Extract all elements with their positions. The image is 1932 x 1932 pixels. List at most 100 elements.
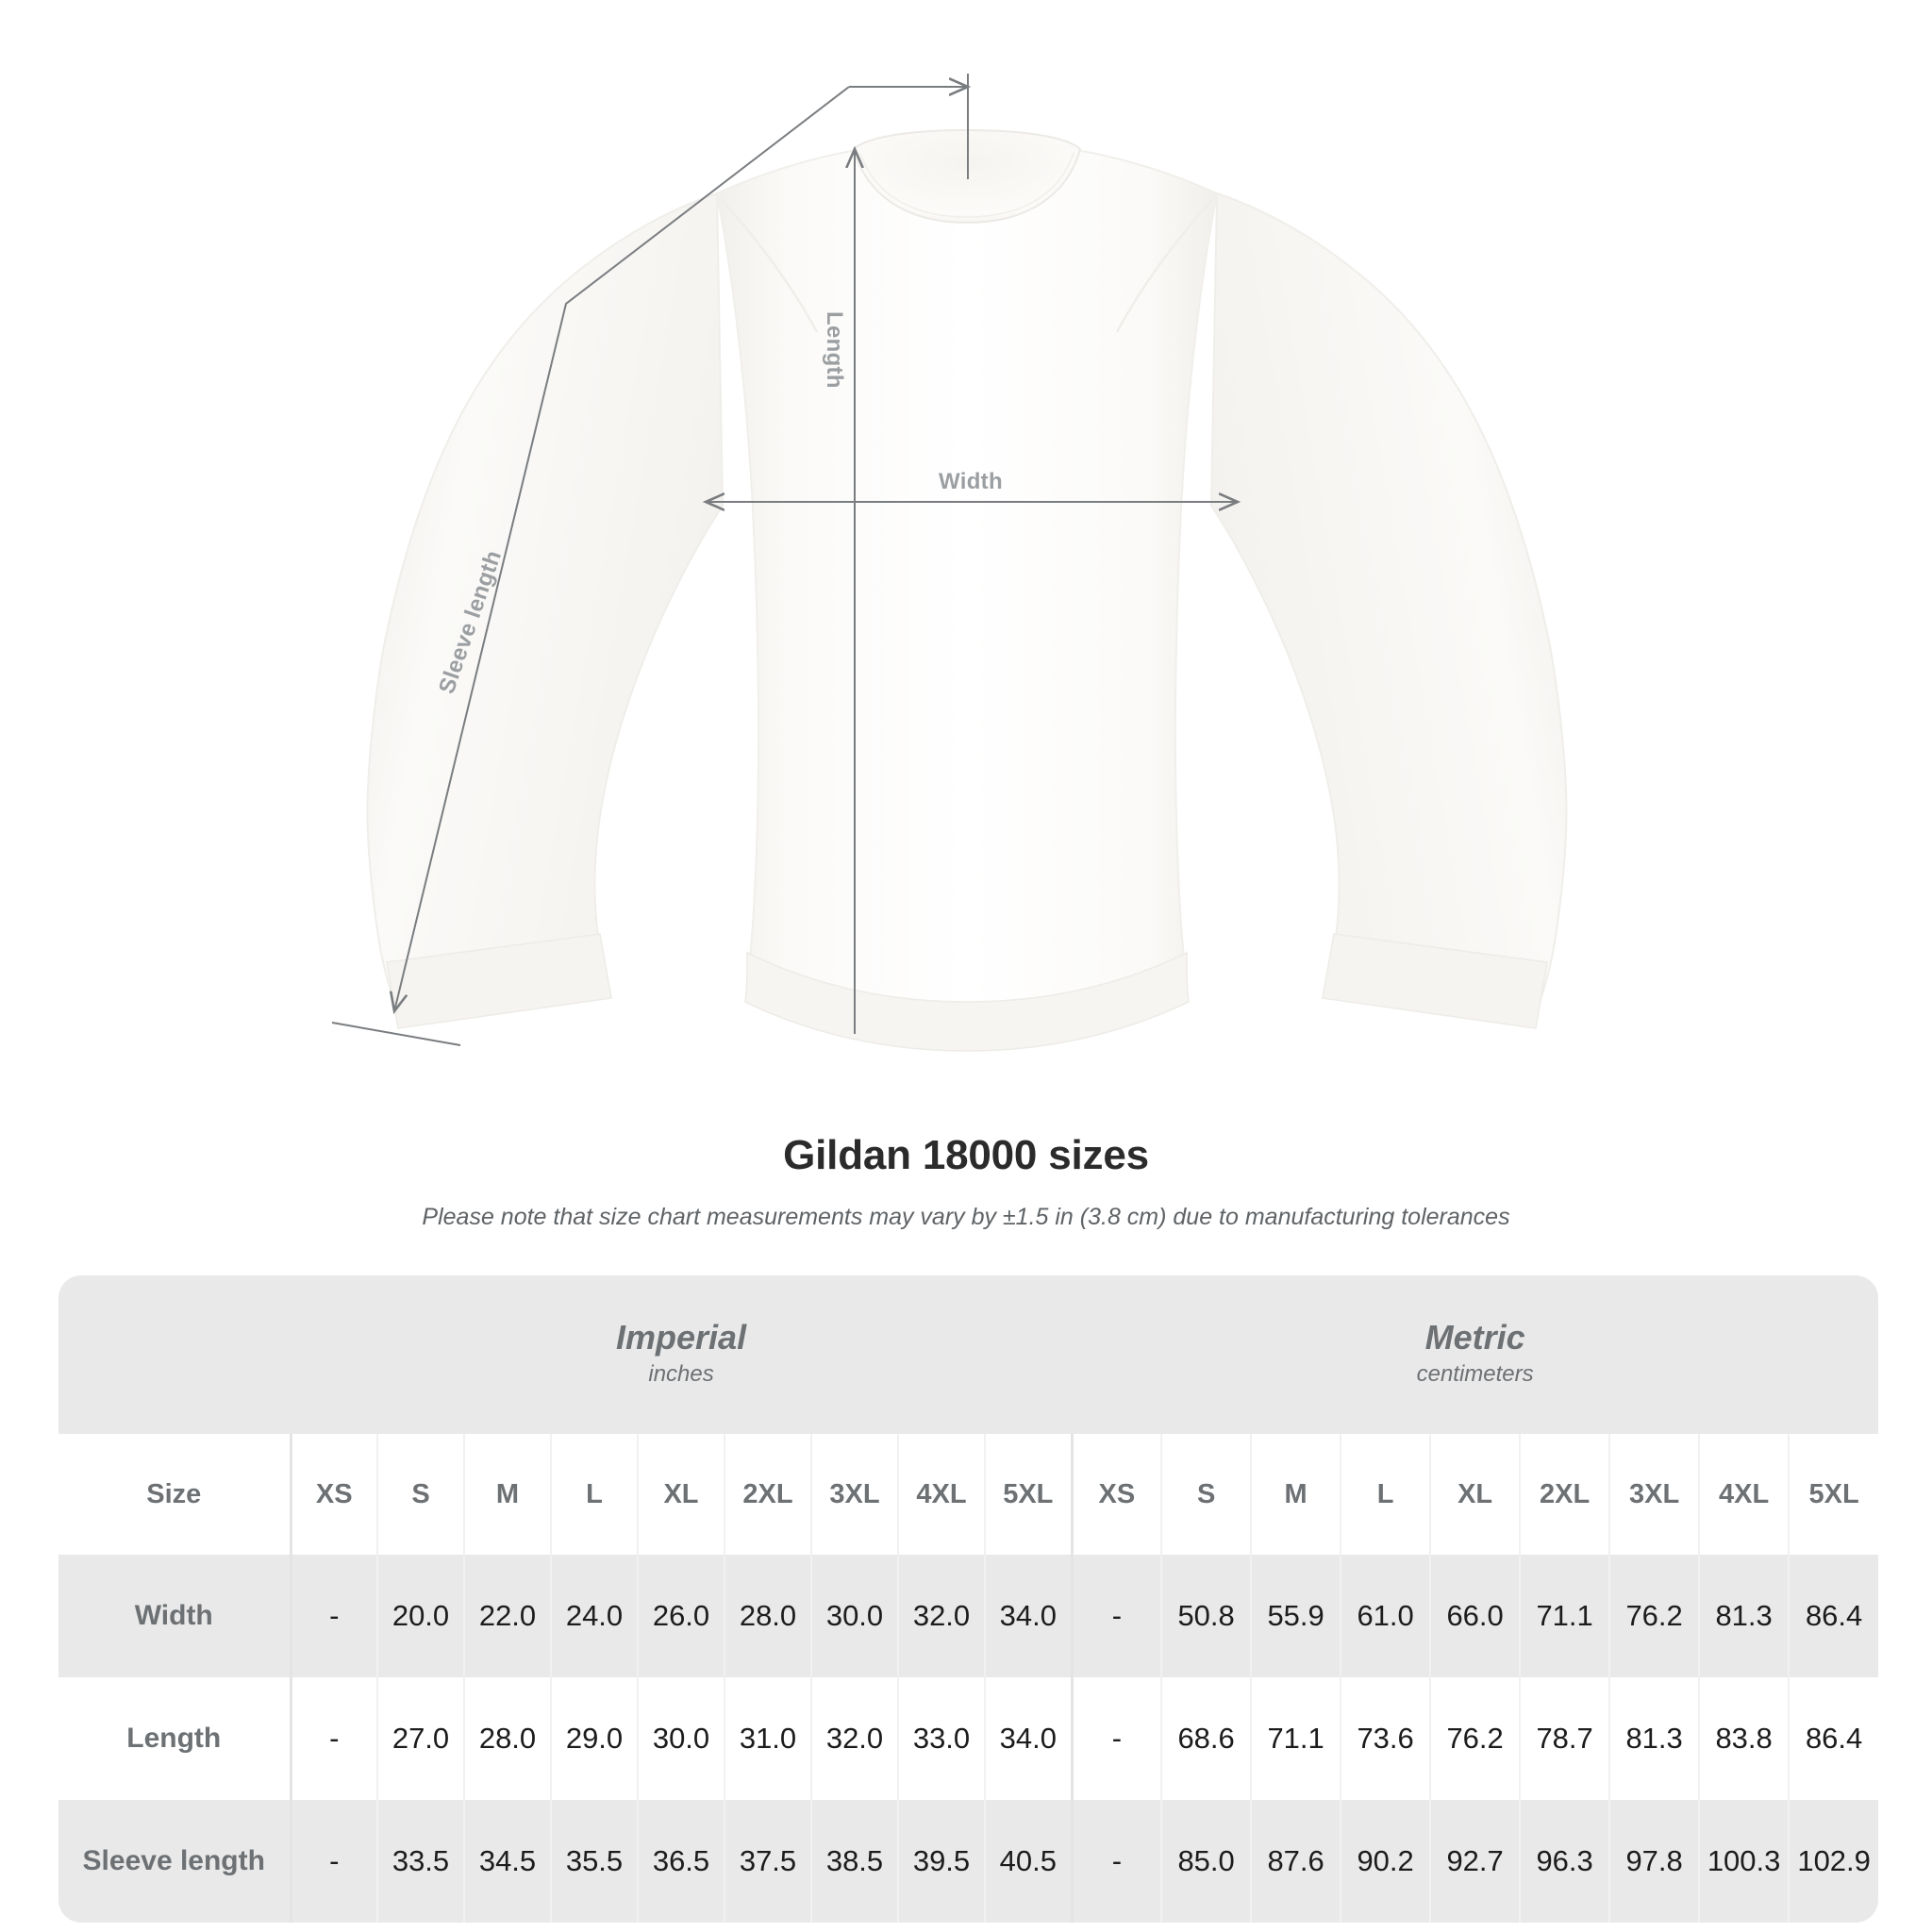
chart-caption: Gildan 18000 sizes Please note that size… <box>0 1132 1932 1231</box>
garment-illustration-panel: Length Width Sleeve length <box>331 74 1568 1052</box>
system-row-spacer <box>58 1275 291 1434</box>
row-header-width: Width <box>58 1555 291 1677</box>
cell-length-imperial-l: 29.0 <box>550 1677 638 1800</box>
cell-width-metric-s: 50.8 <box>1160 1555 1252 1677</box>
system-unit-text: inches <box>648 1360 714 1387</box>
row-header-length: Length <box>58 1677 291 1800</box>
size-header-metric-5xl[interactable]: 5XL <box>1788 1434 1879 1555</box>
cell-sleeve-length-metric-s: 85.0 <box>1160 1800 1252 1923</box>
cell-width-metric-xl: 66.0 <box>1429 1555 1521 1677</box>
cell-sleeve-length-imperial-5xl: 40.5 <box>983 1800 1073 1923</box>
tolerance-note: Please note that size chart measurements… <box>422 1204 1510 1230</box>
cell-length-imperial-4xl: 33.0 <box>897 1677 985 1800</box>
size-header-imperial-l[interactable]: L <box>550 1434 638 1555</box>
cell-length-metric-l: 73.6 <box>1340 1677 1431 1800</box>
table-row: Sleeve length -33.5 34.5 35.5 36.5 37.5 38.5 39… <box>58 1800 1879 1923</box>
size-header-metric-l[interactable]: L <box>1340 1434 1431 1555</box>
cell-sleeve-length-imperial-xs: - <box>289 1800 377 1923</box>
cell-width-metric-3xl: 76.2 <box>1608 1555 1700 1677</box>
width-dimension-label: Width <box>939 469 1003 494</box>
size-chart-table: Imperial inches Metric centimeters Size XS S M L… <box>58 1275 1879 1923</box>
cell-length-imperial-s: 27.0 <box>376 1677 464 1800</box>
cell-length-imperial-5xl: 34.0 <box>983 1677 1073 1800</box>
right-sleeve <box>1209 192 1568 1004</box>
cell-width-imperial-4xl: 32.0 <box>897 1555 985 1677</box>
table-size-header-row: Size XS S M L XL 2XL 3XL 4XL 5XL XS S M L XL 2XL 3XL 4XL 5… <box>58 1434 1879 1555</box>
cell-length-metric-s: 68.6 <box>1160 1677 1252 1800</box>
size-header-imperial-xl[interactable]: XL <box>637 1434 724 1555</box>
sleeve-arrow-bottom-tick <box>331 1022 461 1046</box>
length-dimension-label: Length <box>822 311 847 389</box>
cell-length-imperial-xl: 30.0 <box>637 1677 724 1800</box>
cell-sleeve-length-imperial-m: 34.5 <box>463 1800 551 1923</box>
body-panel <box>715 146 1219 1036</box>
cell-sleeve-length-imperial-2xl: 37.5 <box>724 1800 811 1923</box>
cell-width-metric-xs: - <box>1070 1555 1162 1677</box>
table-row: Length -27.0 28.0 29.0 30.0 31.0 32.0 33.0 34.0-… <box>58 1677 1879 1800</box>
cell-width-metric-2xl: 71.1 <box>1519 1555 1610 1677</box>
column-header-size: Size <box>58 1434 291 1555</box>
left-shoulder-seam <box>719 197 819 333</box>
cell-length-imperial-xs: - <box>289 1677 377 1800</box>
size-header-imperial-2xl[interactable]: 2XL <box>724 1434 811 1555</box>
cell-width-metric-l: 61.0 <box>1340 1555 1431 1677</box>
page-title: Gildan 18000 sizes <box>783 1132 1149 1178</box>
right-shoulder-seam <box>1115 197 1215 333</box>
cell-length-metric-3xl: 81.3 <box>1608 1677 1700 1800</box>
size-header-imperial-xs[interactable]: XS <box>289 1434 377 1555</box>
cell-width-imperial-s: 20.0 <box>376 1555 464 1677</box>
cell-width-imperial-xl: 26.0 <box>637 1555 724 1677</box>
collar-inner-line <box>859 152 1074 218</box>
row-header-sleeve-length: Sleeve length <box>58 1800 291 1923</box>
cell-sleeve-length-metric-l: 90.2 <box>1340 1800 1431 1923</box>
size-header-metric-m[interactable]: M <box>1250 1434 1341 1555</box>
bottom-ribbing <box>744 951 1190 1052</box>
cell-sleeve-length-metric-2xl: 96.3 <box>1519 1800 1610 1923</box>
cell-sleeve-length-metric-3xl: 97.8 <box>1608 1800 1700 1923</box>
cell-width-metric-4xl: 81.3 <box>1698 1555 1790 1677</box>
size-header-metric-xl[interactable]: XL <box>1429 1434 1521 1555</box>
size-header-imperial-s[interactable]: S <box>376 1434 464 1555</box>
cell-sleeve-length-metric-xs: - <box>1070 1800 1162 1923</box>
cell-length-metric-4xl: 83.8 <box>1698 1677 1790 1800</box>
cell-width-imperial-xs: - <box>289 1555 377 1677</box>
cell-sleeve-length-metric-4xl: 100.3 <box>1698 1800 1790 1923</box>
cell-width-metric-m: 55.9 <box>1250 1555 1341 1677</box>
cell-width-imperial-2xl: 28.0 <box>724 1555 811 1677</box>
size-header-imperial-5xl[interactable]: 5XL <box>983 1434 1073 1555</box>
table-row: Width -20.0 22.0 24.0 26.0 28.0 30.0 32.0 34.0-5… <box>58 1555 1879 1677</box>
system-unit-text: centimeters <box>1416 1360 1534 1387</box>
cell-length-metric-xl: 76.2 <box>1429 1677 1521 1800</box>
size-header-imperial-3xl[interactable]: 3XL <box>810 1434 898 1555</box>
cell-sleeve-length-metric-xl: 92.7 <box>1429 1800 1521 1923</box>
system-header-metric: Metric centimeters <box>1072 1275 1879 1434</box>
cell-sleeve-length-metric-m: 87.6 <box>1250 1800 1341 1923</box>
size-header-metric-4xl[interactable]: 4XL <box>1698 1434 1790 1555</box>
right-cuff <box>1322 933 1548 1029</box>
size-header-metric-xs[interactable]: XS <box>1070 1434 1162 1555</box>
cell-width-imperial-5xl: 34.0 <box>983 1555 1073 1677</box>
cell-length-imperial-2xl: 31.0 <box>724 1677 811 1800</box>
system-header-imperial: Imperial inches <box>291 1275 1073 1434</box>
size-table-container: Imperial inches Metric centimeters Size XS S M L… <box>58 1275 1879 1923</box>
size-header-metric-2xl[interactable]: 2XL <box>1519 1434 1610 1555</box>
cell-sleeve-length-metric-5xl: 102.9 <box>1788 1800 1879 1923</box>
cell-length-metric-5xl: 86.4 <box>1788 1677 1879 1800</box>
size-header-metric-s[interactable]: S <box>1160 1434 1252 1555</box>
size-header-metric-3xl[interactable]: 3XL <box>1608 1434 1700 1555</box>
cell-length-metric-m: 71.1 <box>1250 1677 1341 1800</box>
cell-sleeve-length-imperial-3xl: 38.5 <box>810 1800 898 1923</box>
cell-width-metric-5xl: 86.4 <box>1788 1555 1879 1677</box>
cell-length-metric-2xl: 78.7 <box>1519 1677 1610 1800</box>
sweatshirt-diagram <box>331 74 1568 1052</box>
size-header-imperial-m[interactable]: M <box>463 1434 551 1555</box>
measurement-annotations <box>331 74 1238 1046</box>
system-name-text: Imperial <box>616 1318 747 1357</box>
cell-sleeve-length-imperial-xl: 36.5 <box>637 1800 724 1923</box>
cell-width-imperial-3xl: 30.0 <box>810 1555 898 1677</box>
cell-length-metric-xs: - <box>1070 1677 1162 1800</box>
size-header-imperial-4xl[interactable]: 4XL <box>897 1434 985 1555</box>
table-system-header-row: Imperial inches Metric centimeters <box>58 1275 1879 1434</box>
sweatshirt-shape <box>366 128 1568 1052</box>
